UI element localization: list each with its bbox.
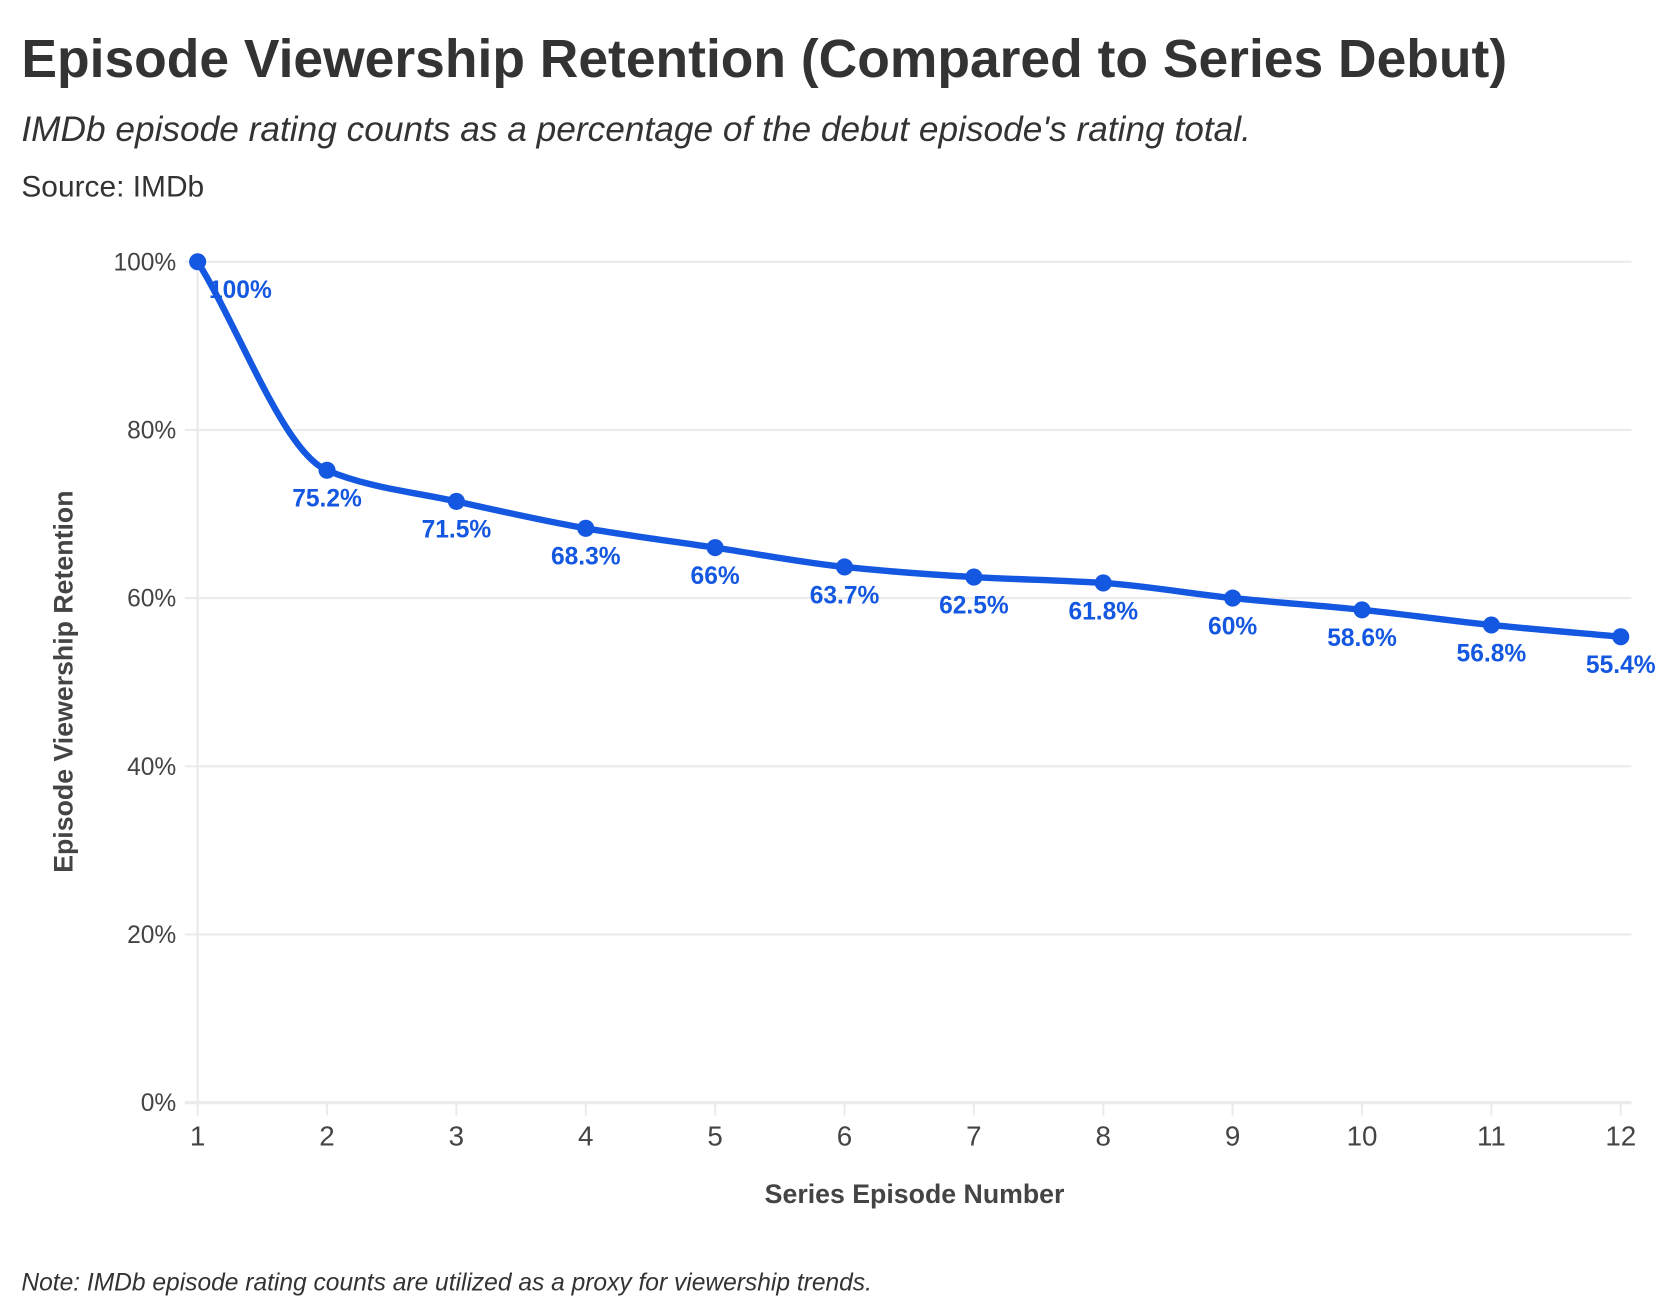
- y-tick-label: 40%: [127, 754, 176, 781]
- y-axis-ticks: 0% 20% 40% 60% 80% 100%: [113, 249, 176, 1117]
- data-label: 58.6%: [1327, 625, 1397, 652]
- data-label: 68.3%: [551, 544, 621, 571]
- x-tick-label: 10: [1347, 1120, 1378, 1151]
- x-tick-label: 12: [1605, 1120, 1636, 1151]
- data-label: 66%: [691, 563, 740, 590]
- data-point: [706, 539, 724, 557]
- data-point: [835, 558, 854, 576]
- x-tick-label: 8: [1096, 1120, 1111, 1151]
- data-point: [447, 492, 465, 510]
- data-label: 75.2%: [292, 486, 362, 513]
- x-tick-label: 4: [578, 1120, 593, 1151]
- data-label: 62.5%: [939, 592, 1009, 619]
- x-tick-label: 5: [707, 1120, 722, 1151]
- data-point: [1224, 589, 1242, 607]
- series-line: [194, 258, 1624, 640]
- data-points: [189, 253, 1630, 646]
- x-axis-ticks: 1 2 3 4 5 6 7 8 9 10 11 12: [190, 1102, 1636, 1151]
- data-label: 56.8%: [1457, 640, 1527, 667]
- x-tick-label: 9: [1225, 1120, 1240, 1151]
- y-tick-label: 60%: [127, 586, 176, 613]
- y-tick-label: 0%: [141, 1090, 177, 1117]
- gridlines: [184, 256, 1632, 1105]
- data-point: [189, 253, 207, 271]
- data-point: [965, 568, 983, 586]
- data-point: [318, 461, 336, 479]
- data-label: 55.4%: [1586, 652, 1656, 679]
- data-point: [1094, 574, 1112, 592]
- y-tick-label: 20%: [127, 922, 176, 949]
- x-tick-label: 11: [1477, 1120, 1506, 1151]
- data-label: 61.8%: [1068, 598, 1138, 625]
- x-tick-label: 7: [966, 1120, 981, 1151]
- footnote: Note: IMDb episode rating counts are uti…: [21, 1270, 872, 1297]
- data-labels: 100% 75.2% 71.5% 68.3% 66% 63.7% 62.5% 61.8% 60%…: [209, 277, 1656, 679]
- data-point: [1482, 616, 1500, 634]
- data-label: 63.7%: [810, 582, 880, 609]
- chart-title: Episode Viewership Retention (Compared t…: [21, 30, 1507, 89]
- data-point: [1612, 628, 1630, 646]
- x-tick-label: 6: [837, 1120, 852, 1151]
- y-tick-label: 80%: [127, 417, 176, 444]
- data-point: [1353, 601, 1371, 619]
- y-axis-label: Episode Viewership Retention: [49, 490, 79, 872]
- chart-subtitle: IMDb episode rating counts as a percenta…: [21, 110, 1251, 149]
- x-axis-label: Series Episode Number: [765, 1179, 1065, 1209]
- x-tick-label: 3: [449, 1120, 464, 1151]
- data-label: 71.5%: [422, 517, 492, 544]
- data-label: 60%: [1208, 613, 1257, 640]
- chart-source: Source: IMDb: [21, 171, 204, 204]
- x-tick-label: 2: [319, 1120, 334, 1151]
- data-label: 100%: [209, 277, 272, 304]
- y-tick-label: 100%: [113, 249, 176, 276]
- data-point: [577, 519, 595, 537]
- x-tick-label: 1: [190, 1120, 205, 1151]
